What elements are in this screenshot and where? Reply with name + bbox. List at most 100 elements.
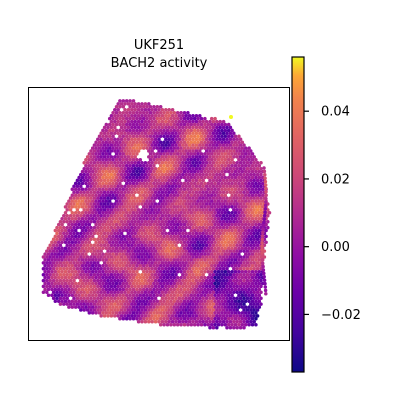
spot bbox=[89, 261, 93, 265]
spot bbox=[170, 272, 175, 277]
spot bbox=[155, 193, 160, 197]
spot bbox=[262, 275, 266, 279]
spot bbox=[70, 305, 75, 309]
spot bbox=[113, 302, 117, 306]
spot bbox=[209, 175, 214, 180]
spot bbox=[172, 211, 177, 215]
spot bbox=[172, 216, 177, 221]
spot bbox=[155, 311, 160, 315]
spot bbox=[109, 143, 114, 147]
spot bbox=[85, 219, 90, 224]
spot bbox=[221, 249, 226, 253]
spot bbox=[167, 261, 171, 265]
spot bbox=[184, 314, 188, 318]
spot bbox=[223, 317, 228, 321]
spot bbox=[99, 166, 103, 171]
spot bbox=[199, 169, 204, 174]
spot bbox=[242, 166, 246, 171]
spot bbox=[147, 290, 151, 295]
spot bbox=[250, 275, 255, 280]
spot bbox=[102, 237, 107, 242]
spot bbox=[162, 299, 166, 303]
spot bbox=[196, 158, 200, 162]
spot bbox=[243, 187, 248, 192]
spot bbox=[77, 264, 81, 268]
spot bbox=[153, 267, 158, 271]
spot bbox=[167, 308, 171, 312]
spot bbox=[177, 278, 182, 283]
spot bbox=[235, 272, 239, 277]
spot bbox=[213, 322, 217, 327]
spot bbox=[250, 211, 255, 215]
spot bbox=[136, 161, 141, 165]
spot bbox=[242, 249, 246, 253]
spot bbox=[67, 228, 71, 233]
spot bbox=[113, 131, 117, 136]
spot bbox=[177, 261, 182, 265]
spot bbox=[177, 290, 182, 295]
spot bbox=[223, 264, 228, 268]
spot bbox=[223, 252, 228, 256]
spot bbox=[126, 196, 131, 200]
spot bbox=[209, 134, 214, 139]
spot bbox=[158, 199, 163, 203]
spot bbox=[250, 287, 255, 292]
spot bbox=[104, 228, 109, 233]
spot bbox=[111, 187, 115, 192]
spot bbox=[245, 219, 250, 224]
spot bbox=[221, 261, 226, 265]
spot bbox=[92, 225, 97, 230]
spot bbox=[107, 211, 112, 215]
spot bbox=[72, 243, 76, 247]
spot bbox=[58, 219, 63, 224]
spot bbox=[97, 281, 102, 286]
spot bbox=[232, 219, 236, 224]
spot bbox=[209, 140, 214, 144]
spot bbox=[208, 184, 212, 189]
spot bbox=[90, 152, 95, 156]
spot bbox=[213, 128, 217, 133]
spot bbox=[221, 161, 226, 165]
spot bbox=[162, 211, 166, 215]
spot bbox=[45, 261, 49, 265]
spot bbox=[80, 169, 85, 174]
spot bbox=[104, 193, 109, 197]
spot bbox=[143, 102, 148, 106]
spot bbox=[58, 231, 63, 236]
spot bbox=[102, 225, 107, 230]
spot bbox=[164, 267, 168, 271]
spot bbox=[216, 128, 221, 133]
spot bbox=[181, 296, 185, 300]
spot bbox=[118, 175, 122, 180]
spot bbox=[233, 317, 238, 321]
spot bbox=[242, 214, 246, 218]
spot bbox=[243, 287, 248, 292]
spot bbox=[259, 296, 263, 300]
spot bbox=[177, 125, 182, 130]
spot bbox=[255, 249, 260, 253]
spot bbox=[218, 166, 222, 171]
spot bbox=[225, 131, 229, 136]
spot bbox=[160, 113, 165, 118]
spot bbox=[128, 134, 132, 139]
spot bbox=[165, 299, 170, 303]
spot bbox=[101, 187, 105, 192]
spot bbox=[155, 181, 160, 186]
spot bbox=[215, 284, 219, 289]
spot bbox=[130, 278, 134, 283]
spot bbox=[208, 155, 212, 159]
spot bbox=[123, 214, 127, 218]
spot bbox=[111, 134, 115, 139]
spot bbox=[80, 281, 85, 286]
spot bbox=[223, 322, 228, 327]
spot bbox=[228, 325, 233, 330]
spot bbox=[50, 258, 54, 262]
spot bbox=[107, 252, 112, 256]
spot bbox=[80, 258, 85, 262]
spot bbox=[102, 149, 107, 153]
spot bbox=[109, 178, 114, 183]
spot bbox=[126, 237, 131, 242]
spot bbox=[104, 216, 109, 221]
spot bbox=[172, 152, 177, 156]
spot bbox=[109, 219, 114, 224]
